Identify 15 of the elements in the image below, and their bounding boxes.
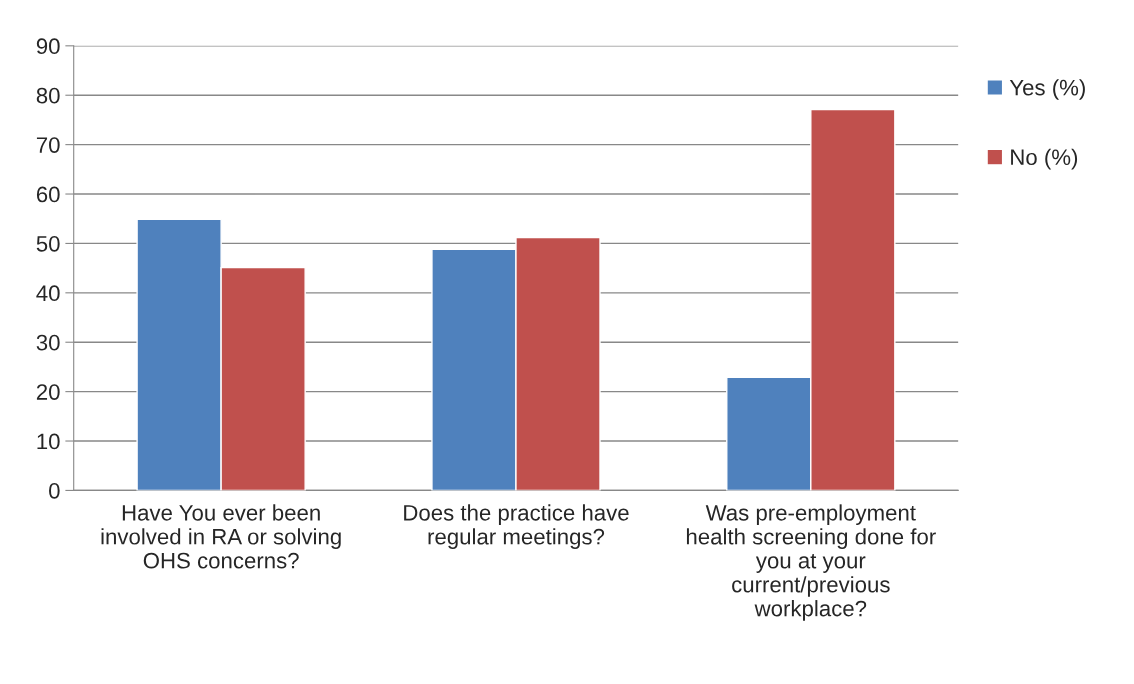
- y-tick-label: 30: [36, 334, 60, 351]
- y-tick-label: 90: [36, 38, 60, 55]
- y-tick-label: 20: [36, 384, 60, 400]
- y-tick-label: 10: [37, 433, 60, 450]
- y-tick-label: 60: [36, 186, 60, 203]
- legend-label: No (%): [1011, 148, 1078, 170]
- x-tick-label: Does the practice have regular meetings?: [404, 504, 629, 549]
- x-tick-label: Have You ever been involved in RA or solving OHS concerns?: [101, 504, 341, 569]
- y-tick-label: 0: [49, 482, 60, 499]
- y-tick-label: 40: [36, 285, 60, 302]
- y-tick-label: 50: [36, 235, 60, 252]
- x-tick-label: Was pre-employment health screening done for you at your current/previous workplace?: [686, 504, 936, 621]
- legend-label: Yes (%): [1009, 79, 1085, 100]
- y-tick-label: 70: [36, 137, 60, 153]
- y-tick-label: 80: [36, 87, 60, 104]
